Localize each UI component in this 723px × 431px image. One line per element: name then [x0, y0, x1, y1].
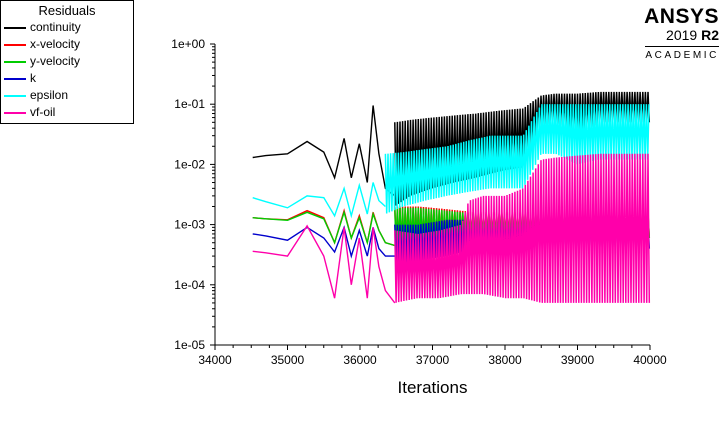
- legend-label: vf-oil: [30, 105, 56, 119]
- legend-label: y-velocity: [30, 54, 81, 68]
- brand-divider: [645, 46, 719, 47]
- legend-entry-vf-oil: vf-oil: [1, 104, 133, 121]
- y-tick-label: 1e-04: [174, 278, 205, 292]
- legend-label: k: [30, 71, 36, 85]
- legend: Residuals continuity x-velocity y-velocity…: [0, 0, 134, 124]
- legend-label: epsilon: [30, 88, 69, 102]
- legend-swatch: [4, 78, 26, 80]
- x-tick-label: 35000: [271, 353, 305, 367]
- brand-edition: ACADEMIC: [645, 50, 719, 61]
- legend-swatch: [4, 44, 26, 46]
- series-line-k: [252, 225, 395, 259]
- y-tick-label: 1e-01: [174, 97, 205, 111]
- y-tick-label: 1e-02: [174, 157, 205, 171]
- x-tick-label: 38000: [488, 353, 522, 367]
- legend-swatch: [4, 61, 26, 63]
- y-tick-label: 1e+00: [171, 37, 205, 51]
- brand-version: 2019 R2: [619, 28, 719, 43]
- legend-label: continuity: [30, 20, 81, 34]
- x-tick-label: 34000: [198, 353, 232, 367]
- legend-entries: continuity x-velocity y-velocity k epsilon vf…: [1, 19, 133, 121]
- series-line-y-velocity: [252, 209, 395, 247]
- x-tick-label: 37000: [416, 353, 450, 367]
- x-axis-title: Iterations: [398, 378, 468, 397]
- legend-entry-y-velocity: y-velocity: [1, 53, 133, 70]
- series-line-epsilon: [252, 182, 386, 219]
- series-oscillation-vf-oil: [394, 153, 651, 303]
- legend-entry-epsilon: epsilon: [1, 87, 133, 104]
- x-tick-label: 36000: [343, 353, 377, 367]
- series-oscillation-epsilon: [384, 104, 650, 214]
- series-line-continuity: [252, 105, 396, 197]
- legend-entry-x-velocity: x-velocity: [1, 36, 133, 53]
- brand-year: 2019: [666, 27, 698, 43]
- x-tick-label: 40000: [633, 353, 667, 367]
- legend-label: x-velocity: [30, 37, 81, 51]
- legend-entry-continuity: continuity: [1, 19, 133, 36]
- legend-swatch: [4, 112, 26, 114]
- legend-swatch: [4, 27, 26, 29]
- x-tick-label: 39000: [561, 353, 595, 367]
- ansys-logo: ANSYS 2019 R2 ACADEMIC: [619, 6, 719, 62]
- brand-release: R2: [701, 27, 719, 43]
- legend-entry-k: k: [1, 70, 133, 87]
- y-tick-label: 1e-05: [174, 338, 205, 352]
- legend-title: Residuals: [38, 3, 96, 18]
- legend-swatch: [4, 95, 26, 97]
- y-tick-label: 1e-03: [174, 218, 205, 232]
- series-line-vf-oil: [252, 224, 396, 304]
- brand-name: ANSYS: [644, 5, 719, 28]
